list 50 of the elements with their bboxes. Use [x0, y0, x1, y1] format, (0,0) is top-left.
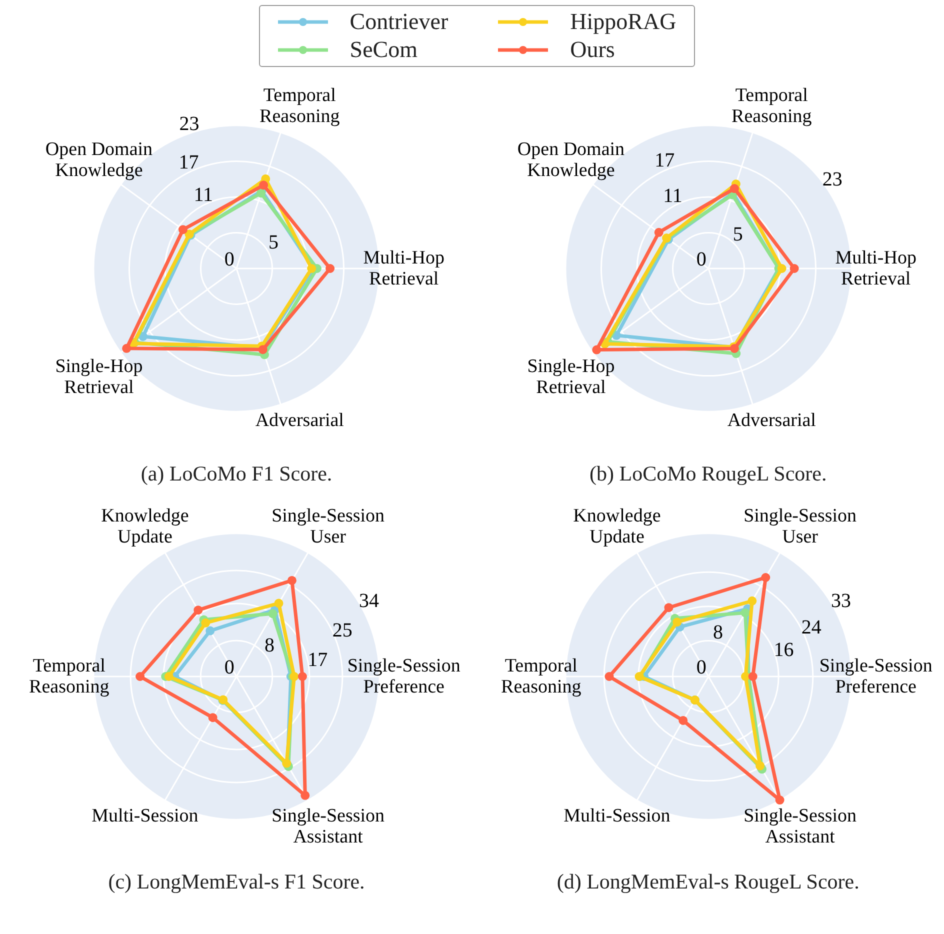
y-tick-label: 25 — [332, 619, 352, 642]
y-tick-label: 23 — [822, 168, 842, 191]
text: (b) LoCoMo RougeL Score. — [590, 462, 827, 486]
spoke-label: Single-Session Preference — [819, 656, 933, 698]
y-tick-label: 17 — [308, 649, 328, 672]
spoke-label: Multi-Hop Retrieval — [835, 248, 916, 290]
text: (c) LongMemEval-s F1 Score. — [108, 870, 365, 894]
y-tick-label: 11 — [663, 185, 682, 208]
spoke-label: Single-Session Assistant — [744, 805, 858, 848]
spoke-label: Single-Session User — [272, 506, 386, 548]
y-tick-label: 5 — [732, 223, 743, 246]
y-tick-label: 0 — [696, 656, 706, 678]
y-tick-label: 17 — [178, 151, 199, 174]
spoke-label: Temporal Reasoning — [260, 84, 340, 127]
spoke-label: Knowledge Update — [573, 506, 661, 548]
y-tick-label: 33 — [831, 590, 852, 612]
spoke-label: Temporal Reasoning — [29, 656, 110, 698]
text: (a) LoCoMo F1 Score. — [140, 462, 332, 486]
y-tick-label: 24 — [801, 616, 822, 638]
y-tick-label: 23 — [179, 112, 200, 135]
spoke-label: Open Domain Knowledge — [517, 139, 626, 182]
spoke-label: Single-Session Preference — [347, 656, 461, 698]
spoke-label: Multi-Session — [92, 805, 199, 826]
spoke-label: Adversarial — [727, 410, 816, 432]
spoke-label: Single-Session User — [744, 506, 858, 548]
spoke-label: Knowledge Update — [101, 506, 189, 548]
spoke-label: Single-Hop Retrieval — [55, 356, 143, 398]
spoke-label: Open Domain Knowledge — [45, 139, 154, 182]
spoke-label: Multi-Hop Retrieval — [363, 248, 444, 290]
y-tick-label: 0 — [224, 248, 234, 270]
spoke-label: Single-Session Assistant — [272, 805, 386, 848]
y-tick-label: 11 — [194, 184, 213, 206]
spoke-label: Single-Hop Retrieval — [527, 356, 615, 398]
spoke-label: Temporal Reasoning — [732, 84, 812, 127]
text: (d) LongMemEval-s RougeL Score. — [556, 870, 860, 894]
y-tick-label: 0 — [696, 248, 706, 270]
legend-label: SeCom — [350, 36, 418, 64]
y-tick-label: 16 — [774, 639, 794, 662]
spoke-label: Adversarial — [255, 410, 344, 432]
spoke-label: Temporal Reasoning — [501, 656, 582, 698]
y-tick-label: 8 — [264, 634, 274, 657]
y-tick-label: 17 — [654, 150, 675, 172]
legend-label: HippoRAG — [570, 8, 676, 36]
y-tick-label: 0 — [224, 656, 234, 678]
y-tick-label: 5 — [268, 232, 279, 254]
legend-label: Ours — [570, 36, 615, 64]
spoke-label: Multi-Session — [564, 805, 671, 826]
y-tick-label: 34 — [359, 590, 380, 612]
y-tick-label: 8 — [713, 622, 724, 644]
legend-label: Contriever — [350, 8, 448, 36]
